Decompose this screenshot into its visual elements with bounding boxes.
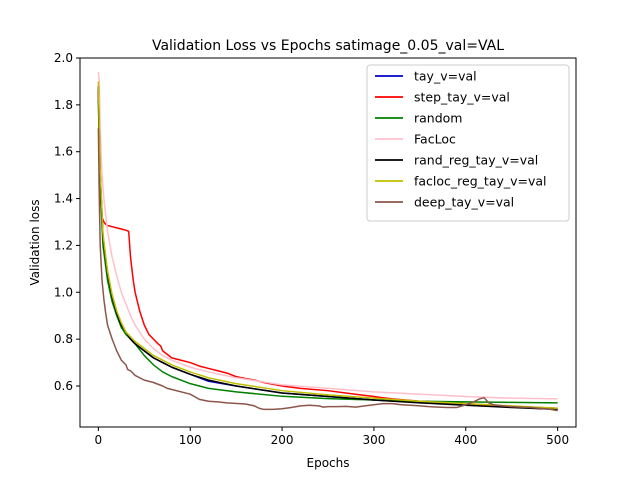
y-axis: 0.6 0.8 1.0 1.2 1.4 1.6 1.8 2.0 — [54, 51, 80, 393]
y-tick-label: 1.0 — [54, 285, 73, 299]
y-tick-label: 2.0 — [54, 51, 73, 65]
legend-label: random — [414, 111, 462, 126]
series-layer — [97, 71, 558, 412]
legend-label: facloc_reg_tay_v=val — [414, 174, 547, 189]
plot-frame — [79, 57, 577, 428]
x-axis: 0 100 200 300 400 500 — [95, 427, 569, 447]
x-tick-label: 200 — [271, 433, 294, 447]
x-tick-label: 400 — [454, 433, 477, 447]
x-tick-label: 0 — [95, 433, 103, 447]
y-axis-label: Validation loss — [28, 199, 42, 285]
x-axis-label: Epochs — [307, 456, 350, 470]
series-line-deep-tay-v-val — [97, 128, 558, 412]
x-tick-label: 100 — [179, 433, 202, 447]
legend-label: deep_tay_v=val — [414, 195, 514, 210]
y-tick-label: 1.6 — [54, 145, 73, 159]
x-tick-label: 500 — [546, 433, 569, 447]
series-line-facloc — [97, 71, 558, 400]
chart-title: Validation Loss vs Epochs satimage_0.05_… — [152, 38, 504, 54]
legend-label: step_tay_v=val — [414, 90, 510, 105]
y-tick-label: 1.4 — [54, 192, 73, 206]
legend-label: rand_reg_tay_v=val — [414, 153, 538, 168]
y-tick-label: 0.8 — [54, 332, 73, 346]
legend-label: FacLoc — [414, 132, 456, 147]
series-line-facloc-reg-tay-v-val — [97, 81, 558, 410]
legend-label: tay_v=val — [414, 69, 477, 84]
x-tick-label: 300 — [362, 433, 385, 447]
y-tick-label: 1.8 — [54, 98, 73, 112]
legend-box — [366, 64, 570, 222]
y-tick-label: 1.2 — [54, 238, 73, 252]
y-tick-label: 0.6 — [54, 379, 73, 393]
series-line-step-tay-v-val — [97, 90, 558, 410]
